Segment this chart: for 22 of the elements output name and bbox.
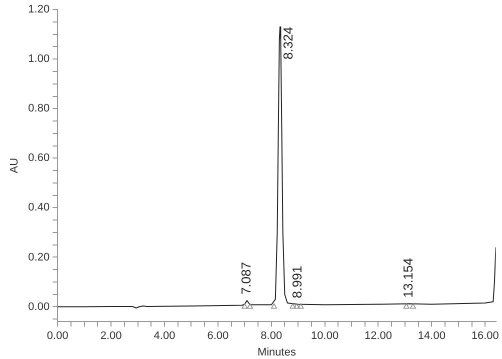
annotation: 13.154	[400, 258, 416, 298]
x-tick-label: 4.00	[154, 330, 176, 342]
x-tick-label: 2.00	[100, 330, 122, 342]
y-tick-label: 0.60	[28, 152, 50, 164]
annotation: 8.324	[280, 26, 296, 60]
x-tick-label: 12.00	[364, 330, 392, 342]
y-tick-label: 1.20	[28, 4, 50, 16]
x-tick-label: 14.00	[418, 330, 446, 342]
y-tick-label: 0.00	[28, 300, 50, 313]
y-tick-label: 0.40	[28, 202, 50, 214]
y-axis-title: AU	[8, 158, 21, 174]
x-tick-label: 16.00	[471, 330, 499, 342]
x-tick-label: 8.00	[260, 330, 282, 342]
x-tick-label: 6.00	[207, 330, 229, 342]
x-tick-label: 10.00	[311, 330, 339, 342]
y-tick-label: 1.00	[28, 53, 50, 66]
annotation: 8.991	[289, 266, 304, 298]
annotation: 7.087	[238, 262, 254, 295]
y-tick-label: 0.80	[28, 102, 50, 115]
x-axis-title: Minutes	[257, 346, 296, 358]
x-tick-label: 0.00	[46, 330, 68, 342]
y-tick-label: 0.20	[28, 251, 50, 264]
